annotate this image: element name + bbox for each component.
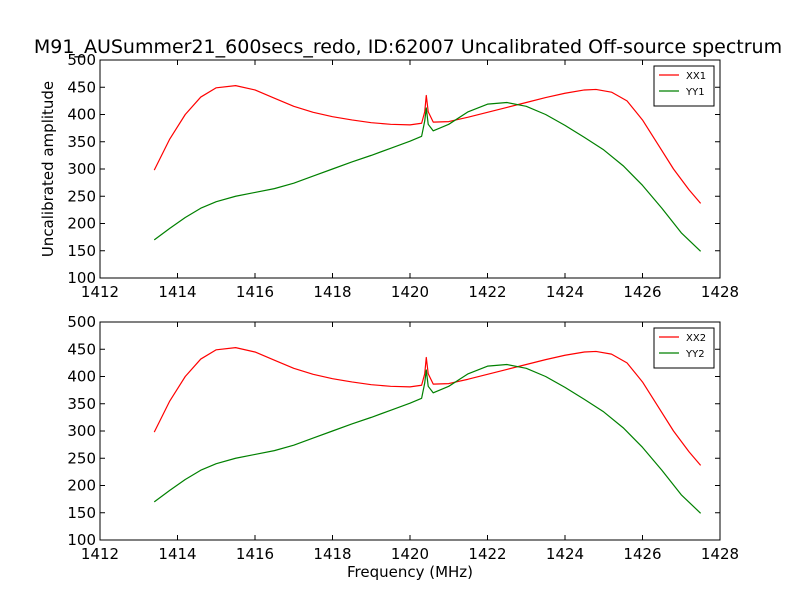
y-tick-label: 350 xyxy=(67,395,96,413)
x-tick-label: 1428 xyxy=(701,545,739,563)
y-tick-label: 450 xyxy=(67,340,96,358)
x-tick-label: 1422 xyxy=(468,283,506,301)
series-line-xx1 xyxy=(153,85,702,204)
legend-label: YY2 xyxy=(685,349,705,360)
y-tick-label: 150 xyxy=(67,242,96,260)
legend-label: XX2 xyxy=(686,333,706,344)
y-tick-label: 250 xyxy=(67,449,96,467)
x-tick-label: 1416 xyxy=(236,283,274,301)
y-tick-label: 350 xyxy=(67,133,96,151)
x-tick-label: 1426 xyxy=(623,283,661,301)
y-tick-label: 300 xyxy=(67,160,96,178)
chart-title: M91_AUSummer21_600secs_redo, ID:62007 Un… xyxy=(34,36,782,58)
legend-label: XX1 xyxy=(686,71,706,82)
y-tick-label: 100 xyxy=(67,531,96,549)
y-tick-label: 200 xyxy=(67,477,96,495)
x-tick-label: 1416 xyxy=(236,545,274,563)
y-tick-label: 450 xyxy=(67,78,96,96)
plots: 1412 1414 1416 1418 1420 1422 1424 1426 14281001… xyxy=(39,51,739,581)
y-tick-label: 250 xyxy=(67,187,96,205)
series-line-xx2 xyxy=(153,347,702,466)
x-axis-label: Frequency (MHz) xyxy=(347,563,473,581)
x-tick-label: 1424 xyxy=(546,545,584,563)
y-tick-label: 500 xyxy=(67,51,96,69)
y-tick-label: 200 xyxy=(67,215,96,233)
legend-box xyxy=(653,65,715,107)
x-tick-label: 1422 xyxy=(468,545,506,563)
series-line-yy1 xyxy=(153,101,702,252)
x-tick-label: 1414 xyxy=(158,545,196,563)
y-tick-label: 100 xyxy=(67,269,96,287)
x-tick-label: 1420 xyxy=(391,283,429,301)
y-tick-label: 150 xyxy=(67,504,96,522)
x-tick-label: 1418 xyxy=(313,545,351,563)
x-tick-label: 1426 xyxy=(623,545,661,563)
chart-panel-2: 1412 1414 1416 1418 1420 1422 1424 1426 1428 100 1… xyxy=(67,313,739,581)
x-tick-label: 1414 xyxy=(158,283,196,301)
x-tick-label: 1424 xyxy=(546,283,584,301)
y-axis-label: Uncalibrated amplitude xyxy=(39,81,57,257)
x-tick-label: 1412 xyxy=(81,545,119,563)
y-tick-label: 500 xyxy=(67,313,96,331)
chart-panel-1: 1412 1414 1416 1418 1420 1422 1424 1426 1428 100 1… xyxy=(39,51,739,301)
legend-label: YY1 xyxy=(685,87,705,98)
x-tick-label: 1412 xyxy=(81,283,119,301)
series-line-yy2 xyxy=(153,363,702,514)
x-tick-label: 1418 xyxy=(313,283,351,301)
legend-box xyxy=(653,327,715,369)
y-tick-label: 300 xyxy=(67,422,96,440)
x-tick-label: 1428 xyxy=(701,283,739,301)
y-tick-label: 400 xyxy=(67,106,96,124)
y-tick-label: 400 xyxy=(67,368,96,386)
x-tick-label: 1420 xyxy=(391,545,429,563)
